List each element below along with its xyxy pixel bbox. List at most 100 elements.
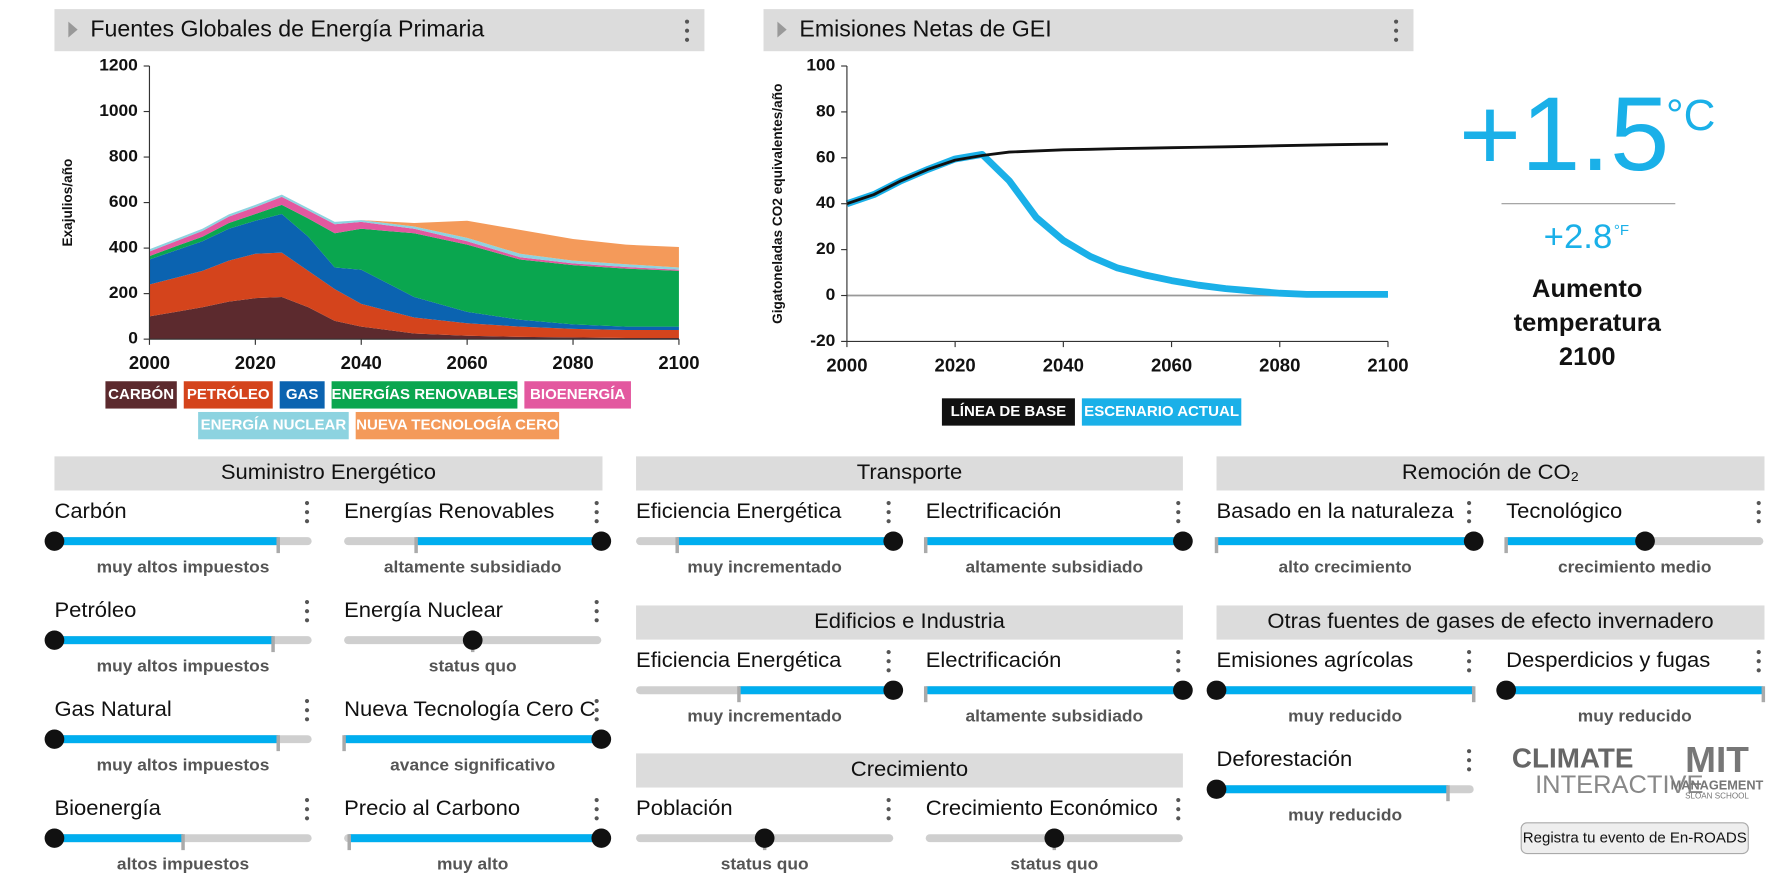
legend-swatch[interactable] xyxy=(198,411,349,440)
menu-dot[interactable] xyxy=(1176,668,1181,673)
legend-swatch[interactable] xyxy=(355,411,560,440)
slider-knob[interactable] xyxy=(883,531,904,551)
menu-dot[interactable] xyxy=(1466,758,1472,763)
menu-dot[interactable] xyxy=(304,807,310,812)
menu-dot[interactable] xyxy=(1466,749,1472,754)
menu-dot[interactable] xyxy=(594,510,599,515)
menu-dot[interactable] xyxy=(1466,767,1472,772)
register-button-label[interactable]: Registra tu evento de En-ROADS xyxy=(1523,830,1747,847)
slider-knob[interactable] xyxy=(1463,531,1484,551)
menu-dot[interactable] xyxy=(594,816,599,821)
menu-dot[interactable] xyxy=(1176,650,1181,655)
menu-dot[interactable] xyxy=(684,37,690,42)
menu-dot[interactable] xyxy=(304,618,310,623)
menu-dot[interactable] xyxy=(304,609,310,614)
slider-knob[interactable] xyxy=(1635,531,1655,551)
menu-dot[interactable] xyxy=(594,717,599,722)
menu-dot[interactable] xyxy=(886,668,891,673)
slider-knob[interactable] xyxy=(44,630,65,650)
slider-knob[interactable] xyxy=(591,828,612,848)
slider-knob[interactable] xyxy=(1206,680,1227,700)
menu-dot[interactable] xyxy=(1756,668,1761,673)
menu-dot[interactable] xyxy=(886,807,891,812)
menu-dot[interactable] xyxy=(594,807,599,812)
slider-knob[interactable] xyxy=(44,729,65,749)
menu-dot[interactable] xyxy=(1393,19,1399,24)
slider-knob[interactable] xyxy=(462,630,483,650)
menu-dot[interactable] xyxy=(1176,659,1181,664)
menu-dot[interactable] xyxy=(1466,659,1472,664)
menu-dot[interactable] xyxy=(594,618,599,623)
menu-dot[interactable] xyxy=(304,519,310,524)
collapse-arrow[interactable] xyxy=(68,21,78,38)
slider-knob[interactable] xyxy=(591,729,612,749)
menu-dot[interactable] xyxy=(304,510,310,515)
legend-swatch[interactable] xyxy=(279,381,325,409)
register-button[interactable] xyxy=(1520,822,1749,855)
menu-dot[interactable] xyxy=(886,519,891,524)
menu-dot[interactable] xyxy=(304,599,310,605)
menu-dot[interactable] xyxy=(304,798,310,803)
legend-swatch[interactable] xyxy=(105,381,177,409)
menu-dot[interactable] xyxy=(304,500,310,506)
menu-dot[interactable] xyxy=(886,798,891,803)
menu-dot[interactable] xyxy=(684,19,690,24)
menu-dot[interactable] xyxy=(1176,500,1181,506)
menu-dot[interactable] xyxy=(1176,510,1181,515)
menu-dot[interactable] xyxy=(684,28,690,33)
slider-knob[interactable] xyxy=(1173,531,1193,551)
menu-dot[interactable] xyxy=(1466,510,1472,515)
menu-dot[interactable] xyxy=(594,798,599,803)
menu-dot[interactable] xyxy=(1466,519,1472,524)
slider-knob[interactable] xyxy=(44,828,65,848)
menu-dot[interactable] xyxy=(304,717,310,722)
menu-dot[interactable] xyxy=(1756,519,1761,524)
menu-dot[interactable] xyxy=(594,519,599,524)
menu-dot[interactable] xyxy=(1756,650,1761,655)
menu-dot[interactable] xyxy=(594,609,599,614)
menu-dot[interactable] xyxy=(1466,668,1472,673)
slider-knob[interactable] xyxy=(44,531,65,551)
legend-swatch[interactable] xyxy=(183,381,273,409)
menu-dot[interactable] xyxy=(1756,510,1761,515)
chart-title: Emisiones Netas de GEI xyxy=(799,16,1051,42)
slider-knob[interactable] xyxy=(1173,680,1193,700)
legend-swatch[interactable] xyxy=(524,381,631,409)
menu-dot[interactable] xyxy=(1393,28,1399,33)
menu-dot[interactable] xyxy=(886,650,891,655)
legend-swatch[interactable] xyxy=(1081,398,1242,426)
menu-dot[interactable] xyxy=(1176,807,1181,812)
slider-label: Población xyxy=(636,795,733,820)
menu-dot[interactable] xyxy=(1756,659,1761,664)
menu-dot[interactable] xyxy=(594,698,599,704)
slider-knob[interactable] xyxy=(754,828,775,848)
menu-dot[interactable] xyxy=(1466,500,1472,506)
menu-dot[interactable] xyxy=(1393,37,1399,42)
menu-dot[interactable] xyxy=(886,659,891,664)
slider-knob[interactable] xyxy=(883,680,904,700)
menu-dot[interactable] xyxy=(886,510,891,515)
x-tick-label: 2040 xyxy=(341,352,382,373)
menu-dot[interactable] xyxy=(886,500,891,506)
slider-setting: muy reducido xyxy=(1288,805,1402,825)
menu-dot[interactable] xyxy=(886,816,891,821)
menu-dot[interactable] xyxy=(304,816,310,821)
menu-dot[interactable] xyxy=(304,698,310,704)
slider-knob[interactable] xyxy=(1206,779,1227,799)
menu-dot[interactable] xyxy=(1466,650,1472,655)
slider-knob[interactable] xyxy=(591,531,612,551)
slider-knob[interactable] xyxy=(1044,828,1065,848)
menu-dot[interactable] xyxy=(1176,519,1181,524)
legend-swatch[interactable] xyxy=(331,381,518,409)
menu-dot[interactable] xyxy=(1176,816,1181,821)
menu-dot[interactable] xyxy=(1176,798,1181,803)
menu-dot[interactable] xyxy=(1756,500,1761,506)
menu-dot[interactable] xyxy=(594,500,599,506)
y-tick-label: 60 xyxy=(816,146,835,166)
legend-swatch[interactable] xyxy=(941,398,1075,426)
menu-dot[interactable] xyxy=(594,599,599,605)
menu-dot[interactable] xyxy=(304,708,310,713)
slider-knob[interactable] xyxy=(1496,680,1516,700)
collapse-arrow[interactable] xyxy=(777,21,787,38)
menu-dot[interactable] xyxy=(594,708,599,713)
